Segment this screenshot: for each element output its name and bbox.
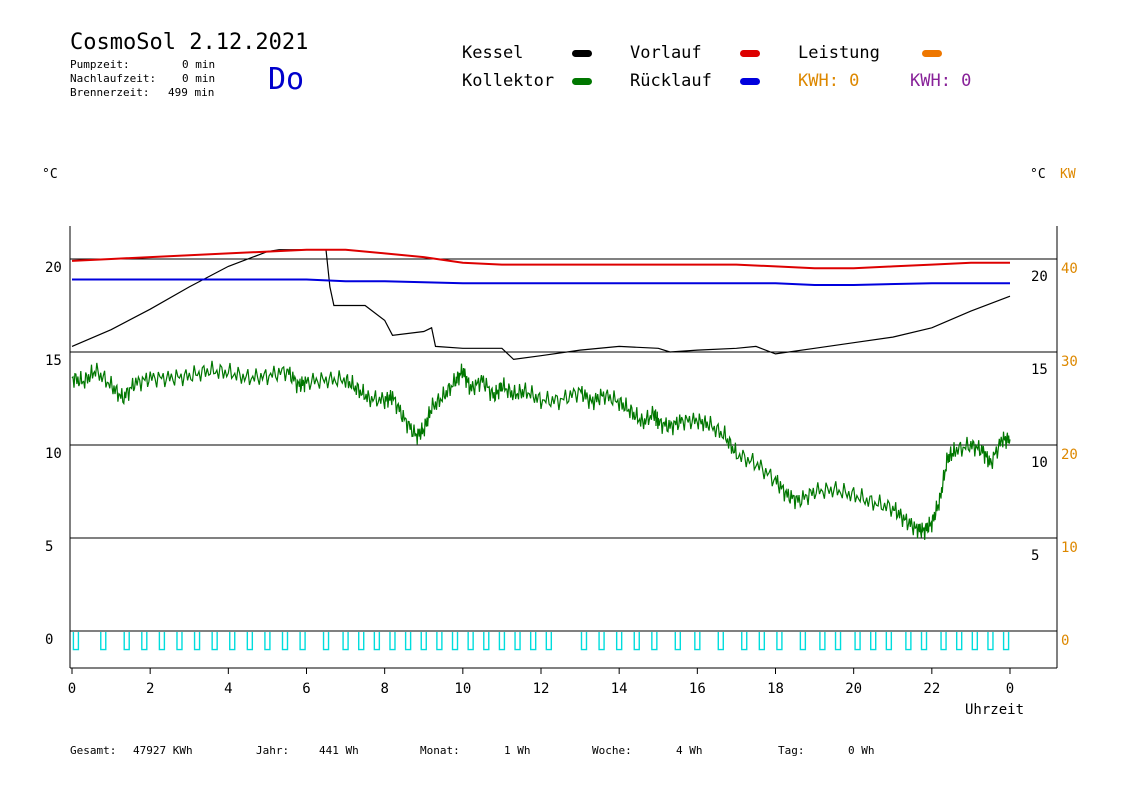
x-tick-label: 14 <box>611 681 628 697</box>
legend-ruecklauf-swatch <box>740 78 760 85</box>
vorlauf-line <box>71 248 1010 270</box>
axes-frame <box>69 226 1058 669</box>
footer-tag-label: Tag: <box>778 744 805 757</box>
right-tick-label: 5 <box>1031 548 1039 564</box>
x-tick-label: 12 <box>533 681 550 697</box>
footer-jahr-label: Jahr: <box>256 744 290 757</box>
left-tick-label: 20 <box>45 260 62 276</box>
x-tick-label: 22 <box>923 681 940 697</box>
legend-kwh-secondary: KWH: 0 <box>910 71 972 91</box>
pumpzeit-value: 0 min <box>182 58 216 71</box>
kw-tick-label: 0 <box>1061 633 1069 649</box>
nachlaufzeit-label: Nachlaufzeit: <box>70 72 157 85</box>
footer-woche-label: Woche: <box>592 744 632 757</box>
footer-woche-value: 4 Wh <box>676 744 703 757</box>
kw-axis-unit: KW <box>1060 167 1076 182</box>
axis-ticks: 0 2 4 6 8 10 12 14 16 18 20 22 0 0 5 10 15 20 5 10 15 20 0 10 20… <box>45 260 1078 697</box>
left-tick-label: 5 <box>45 539 53 555</box>
pumpzeit-label: Pumpzeit: <box>70 58 130 71</box>
legend-leistung-swatch <box>922 50 942 57</box>
kw-tick-label: 10 <box>1061 540 1078 556</box>
series-lines <box>71 248 1011 540</box>
footer-tag-value: 0 Wh <box>848 744 875 757</box>
nachlaufzeit-value: 0 min <box>182 72 216 85</box>
legend-kollektor-label: Kollektor <box>462 71 555 91</box>
legend-kollektor-swatch <box>572 78 592 85</box>
kw-tick-label: 20 <box>1061 447 1078 463</box>
x-tick-label: 10 <box>454 681 471 697</box>
legend-ruecklauf-label: Rücklauf <box>630 71 712 91</box>
legend-vorlauf-label: Vorlauf <box>630 43 702 63</box>
chart-title: CosmoSol 2.12.2021 <box>70 30 309 55</box>
right-tick-label: 15 <box>1031 362 1048 378</box>
x-tick-label: 18 <box>767 681 784 697</box>
ruecklauf-line <box>72 278 1010 286</box>
x-tick-label: 0 <box>68 681 76 697</box>
left-tick-label: 0 <box>45 632 53 648</box>
footer-jahr-value: 441 Wh <box>319 744 359 757</box>
x-tick-label: 6 <box>302 681 310 697</box>
x-tick-label: 0 <box>1006 681 1014 697</box>
footer-gesamt-value: 47927 KWh <box>133 744 193 757</box>
legend-vorlauf-swatch <box>740 50 760 57</box>
footer-monat-label: Monat: <box>420 744 460 757</box>
x-tick-label: 2 <box>146 681 154 697</box>
left-tick-label: 15 <box>45 353 62 369</box>
footer-monat-value: 1 Wh <box>504 744 531 757</box>
grid-lines <box>70 258 1057 632</box>
kollektor-line <box>71 360 1011 540</box>
left-tick-label: 10 <box>45 446 62 462</box>
legend-kwh-leistung: KWH: 0 <box>798 71 860 91</box>
right-tick-label: 10 <box>1031 455 1048 471</box>
weekday: Do <box>268 62 305 97</box>
footer-gesamt-label: Gesamt: <box>70 744 117 757</box>
x-tick-label: 16 <box>689 681 706 697</box>
legend-leistung-label: Leistung <box>798 43 880 63</box>
right-axis-unit: °C <box>1030 167 1046 182</box>
brennerzeit-label: Brennerzeit: <box>70 86 150 99</box>
x-tick-label: 20 <box>845 681 862 697</box>
x-tick-label: 4 <box>224 681 232 697</box>
brennerzeit-value: 499 min <box>168 86 215 99</box>
left-axis-unit: °C <box>42 167 58 182</box>
kw-tick-label: 40 <box>1061 261 1078 277</box>
x-axis-label: Uhrzeit <box>965 702 1024 718</box>
right-tick-label: 20 <box>1031 269 1048 285</box>
pump-pulses <box>72 632 1010 651</box>
x-tick-label: 8 <box>380 681 388 697</box>
kessel-line <box>71 249 1011 361</box>
pump-signal <box>72 632 1010 651</box>
kw-tick-label: 30 <box>1061 354 1078 370</box>
legend-kessel-label: Kessel <box>462 43 524 63</box>
legend-kessel-swatch <box>572 50 592 57</box>
